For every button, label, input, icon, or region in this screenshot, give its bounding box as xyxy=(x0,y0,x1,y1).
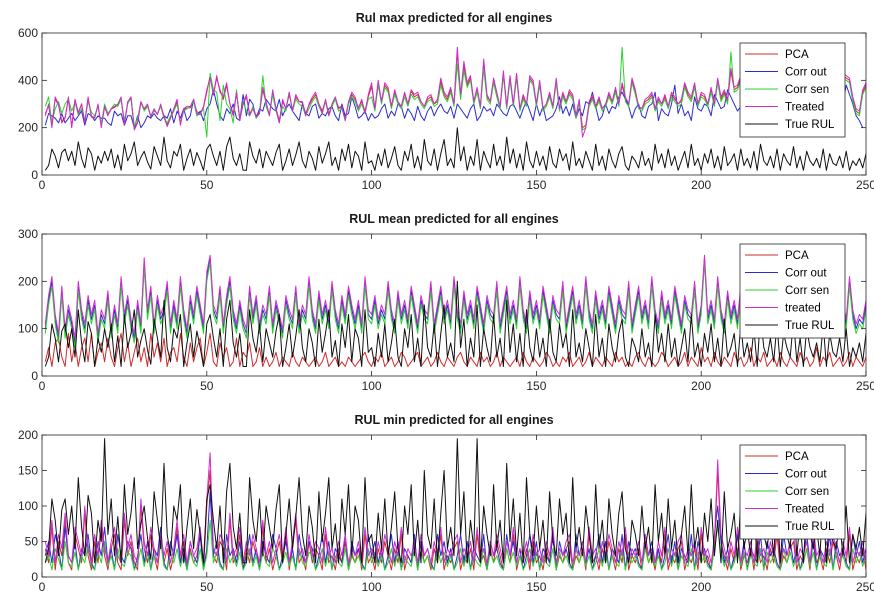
x-tick-label: 250 xyxy=(856,379,874,393)
legend: PCA Corr out Corr sen Treated True RUL xyxy=(739,444,846,540)
y-tick-label: 200 xyxy=(18,121,38,135)
x-tick-label: 50 xyxy=(200,580,214,594)
legend-label: Treated xyxy=(785,102,824,114)
axes-box xyxy=(41,233,867,377)
x-tick-label: 150 xyxy=(526,580,546,594)
axes-box xyxy=(41,32,867,176)
y-tick-label: 0 xyxy=(31,168,38,182)
legend-label: Corr sen xyxy=(785,285,829,297)
legend-label: Corr out xyxy=(785,67,827,79)
chart-title: Rul max predicted for all engines xyxy=(356,11,553,25)
x-tick-label: 50 xyxy=(200,379,214,393)
subplot-3: RUL min predicted for all engines 0 50 100 1… xyxy=(18,413,874,594)
x-tick-label: 0 xyxy=(39,379,46,393)
y-tick-label: 100 xyxy=(18,322,38,336)
x-tick-label: 250 xyxy=(856,580,874,594)
x-tick-label: 200 xyxy=(691,580,711,594)
chart-title: RUL min predicted for all engines xyxy=(354,413,553,427)
series-line-corr-sen xyxy=(44,261,866,349)
x-tick-label: 0 xyxy=(39,178,46,192)
x-tick-label: 50 xyxy=(200,178,214,192)
subplot-2: RUL mean predicted for all engines 0 50 100… xyxy=(18,212,874,393)
legend-box xyxy=(739,243,846,339)
series-group xyxy=(44,46,866,171)
y-tick-label: 600 xyxy=(18,26,38,40)
legend: PCA Corr out Corr sen Treated True RUL xyxy=(739,42,846,138)
series-line-corr-sen xyxy=(44,519,866,571)
legend-label: Corr sen xyxy=(785,486,829,498)
series-line-treated xyxy=(44,254,866,339)
y-tick-label: 0 xyxy=(31,570,38,584)
series-line-corr-out xyxy=(44,491,866,571)
x-tick-label: 150 xyxy=(526,178,546,192)
x-tick-label: 200 xyxy=(691,379,711,393)
x-tick-label: 100 xyxy=(362,379,382,393)
x-tick-label: 0 xyxy=(39,580,46,594)
legend-label: True RUL xyxy=(785,320,835,332)
legend-box xyxy=(739,42,846,138)
x-tick-label: 100 xyxy=(362,178,382,192)
subplot-1: Rul max predicted for all engines 0 50 100 1… xyxy=(18,11,874,192)
legend-label: PCA xyxy=(785,451,809,463)
legend: PCA Corr out Corr sen treated True RUL xyxy=(739,243,846,339)
legend-box xyxy=(739,444,846,540)
legend-label: Corr out xyxy=(785,469,827,481)
y-tick-label: 100 xyxy=(18,499,38,513)
y-tick-label: 200 xyxy=(18,274,38,288)
x-tick-label: 150 xyxy=(526,379,546,393)
legend-label: Treated xyxy=(785,504,824,516)
series-group xyxy=(44,438,866,571)
legend-label: Corr out xyxy=(785,268,827,280)
legend-label: Corr sen xyxy=(785,84,829,96)
x-tick-label: 200 xyxy=(691,178,711,192)
legend-label: True RUL xyxy=(785,521,835,533)
y-tick-label: 150 xyxy=(18,464,38,478)
series-line-true-rul xyxy=(44,127,866,171)
chart-title: RUL mean predicted for all engines xyxy=(349,212,559,226)
legend-label: treated xyxy=(785,303,821,315)
y-tick-label: 50 xyxy=(25,535,39,549)
x-tick-label: 250 xyxy=(856,178,874,192)
series-line-treated xyxy=(44,46,866,138)
y-tick-label: 200 xyxy=(18,428,38,442)
x-tick-label: 100 xyxy=(362,580,382,594)
legend-label: PCA xyxy=(785,49,809,61)
y-tick-label: 300 xyxy=(18,227,38,241)
legend-label: True RUL xyxy=(785,119,835,131)
y-tick-label: 0 xyxy=(31,369,38,383)
y-tick-label: 400 xyxy=(18,73,38,87)
legend-label: PCA xyxy=(785,250,809,262)
